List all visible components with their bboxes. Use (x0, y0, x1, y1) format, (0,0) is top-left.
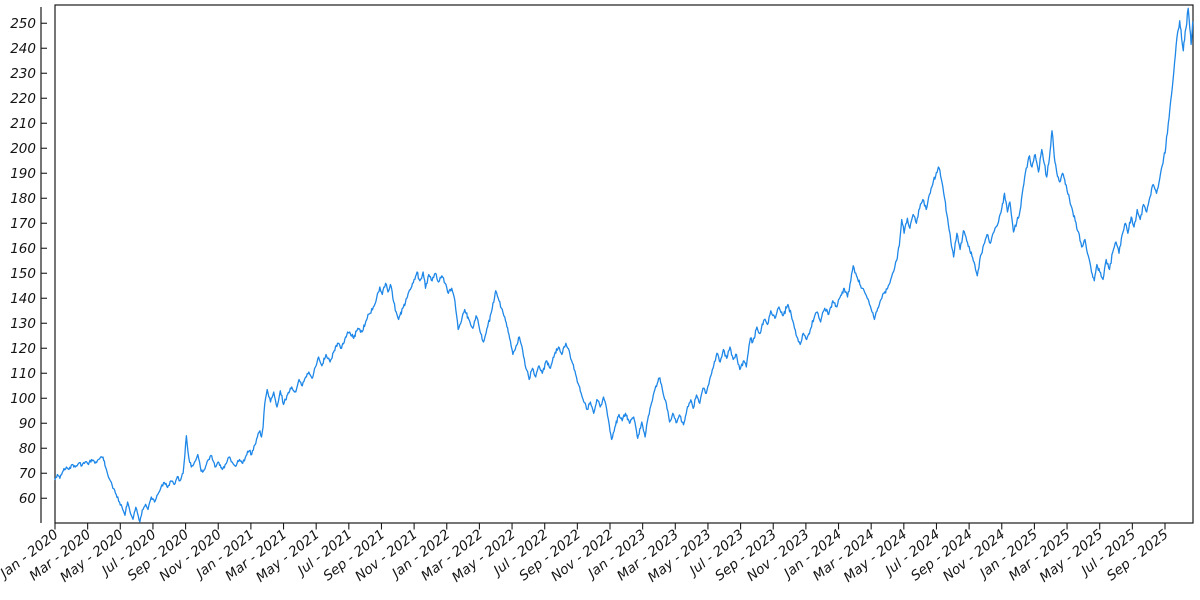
y-tick-label: 100 (10, 391, 36, 407)
price-line-series (54, 7, 1194, 523)
y-tick-label: 200 (10, 141, 36, 157)
y-tick-label: 140 (10, 291, 36, 307)
y-tick-label: 130 (10, 316, 36, 332)
y-tick-label: 110 (10, 366, 36, 382)
y-tick-label: 120 (10, 341, 36, 357)
y-tick-label: 240 (10, 41, 36, 57)
plot-frame (54, 4, 1194, 524)
y-tick-label: 250 (10, 16, 36, 32)
y-tick-label: 70 (19, 466, 36, 482)
y-tick-label: 230 (10, 66, 36, 82)
y-tick-label: 180 (10, 191, 36, 207)
y-tick-label: 90 (19, 416, 36, 432)
y-tick-label: 60 (19, 491, 36, 507)
y-tick-label: 170 (10, 216, 36, 232)
y-tick-label: 220 (10, 91, 36, 107)
y-tick-label: 150 (10, 266, 36, 282)
y-tick-label: 80 (19, 441, 36, 457)
y-tick-label: 190 (10, 166, 36, 182)
y-tick-label: 210 (10, 116, 36, 132)
y-tick-label: 160 (10, 241, 36, 257)
